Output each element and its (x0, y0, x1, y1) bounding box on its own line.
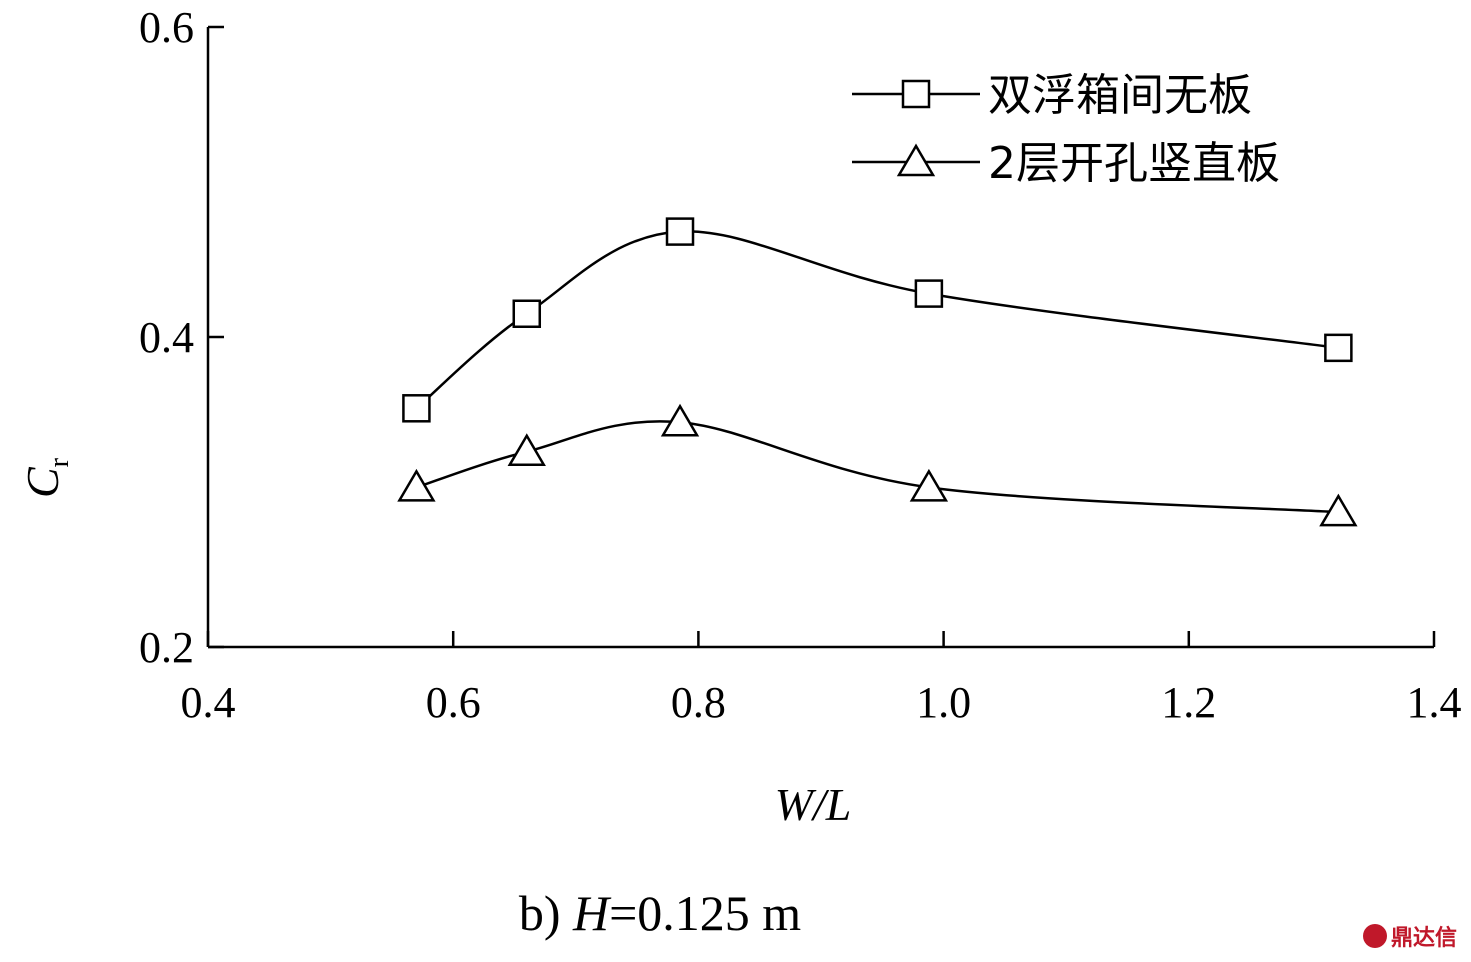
caption-variable: H (572, 885, 610, 941)
data-point-triangle (660, 403, 700, 437)
x-tick-label: 0.4 (181, 678, 236, 727)
data-point-square (512, 299, 542, 328)
legend-label-1: 双浮箱间无板 (988, 70, 1252, 121)
series-curves (415, 230, 1339, 514)
x-tick-label: 1.2 (1161, 678, 1216, 727)
watermark-badge-icon (1362, 924, 1387, 948)
figure-caption: b) H=0.125 m (0, 884, 1320, 942)
data-point-triangle (397, 468, 436, 502)
caption-value: =0.125 m (609, 885, 802, 941)
series-line-2 (416, 420, 1339, 514)
watermark-logo: 鼎达信 (1362, 920, 1457, 952)
chart: 0.4 0.6 0.8 1.0 1.2 1.4 0.2 0.4 0.6 W/L Cr 双浮箱间无板 2… (17, 3, 1462, 830)
data-point-square (402, 394, 431, 423)
y-axis-title-main: C (17, 466, 68, 498)
x-tick-label: 1.4 (1407, 678, 1462, 727)
y-axis-title-sub: r (44, 457, 75, 467)
legend: 双浮箱间无板 2层开孔竖直板 (852, 70, 1280, 189)
data-point-square (665, 217, 695, 246)
x-tick-label: 0.6 (426, 678, 481, 727)
x-axis-title: W/L (775, 779, 852, 830)
series-markers (397, 217, 1358, 527)
data-point-square (914, 279, 944, 308)
y-axis-title: Cr (17, 457, 75, 498)
watermark-text: 鼎达信 (1390, 926, 1457, 951)
data-point-triangle (1319, 493, 1358, 527)
x-tick-label: 1.0 (916, 678, 971, 727)
data-point-triangle (507, 433, 546, 466)
x-tick-label: 0.8 (671, 678, 726, 727)
series-line-1 (415, 230, 1339, 410)
data-point-square (1324, 333, 1353, 363)
caption-prefix: b) (518, 885, 573, 941)
axes: 0.4 0.6 0.8 1.0 1.2 1.4 0.2 0.4 0.6 W/L Cr (17, 3, 1462, 830)
data-point-triangle (909, 468, 949, 502)
y-tick-label: 0.4 (139, 313, 194, 362)
legend-label-2: 2层开孔竖直板 (988, 138, 1280, 189)
legend-square-marker (901, 79, 931, 109)
legend-triangle-marker (896, 143, 936, 177)
y-tick-label: 0.6 (139, 3, 194, 52)
y-tick-label: 0.2 (139, 623, 194, 672)
